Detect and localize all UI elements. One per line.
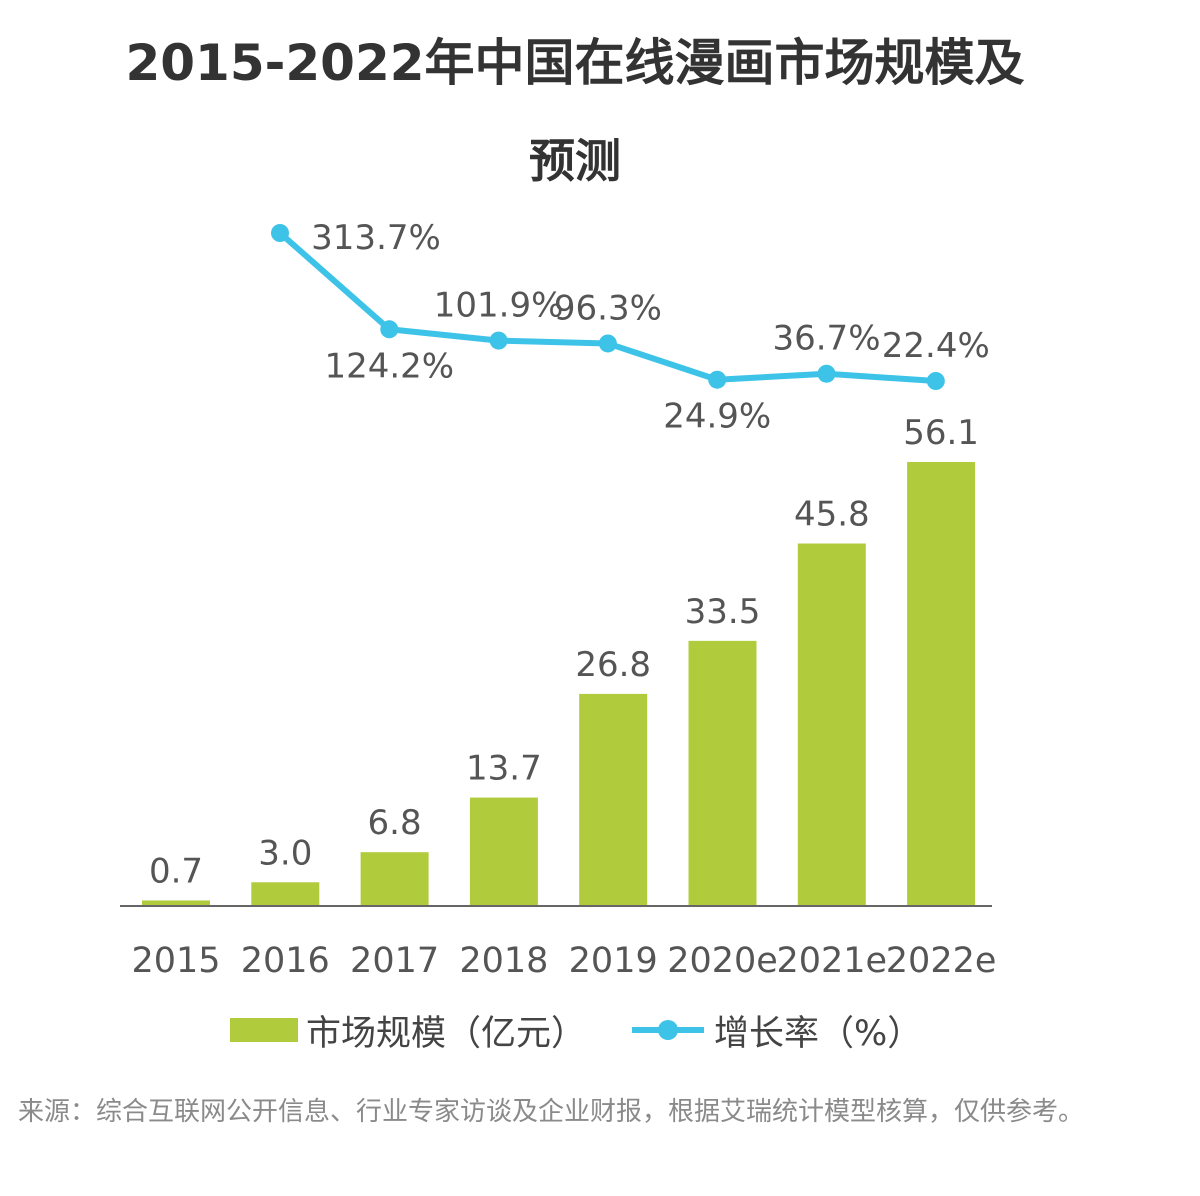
growth-point-2018 xyxy=(489,331,508,350)
bar-2015 xyxy=(142,900,210,906)
bar-value-label-2015: 0.7 xyxy=(149,851,203,891)
legend-label-growth-rate: 增长率（%） xyxy=(714,1013,923,1054)
growth-point-2017 xyxy=(380,320,399,339)
bar-value-label-2017: 6.8 xyxy=(368,803,422,843)
bar-2021e xyxy=(797,543,866,906)
growth-label-2018: 101.9% xyxy=(434,286,564,326)
growth-point-2020e xyxy=(708,370,727,389)
legend-bar-swatch xyxy=(230,1018,298,1042)
bar-value-label-2018: 13.7 xyxy=(466,749,542,789)
legend-label-market-size: 市场规模（亿元） xyxy=(306,1013,587,1054)
legend-item-market-size: 市场规模（亿元） xyxy=(230,1002,586,1058)
bar-value-label-2021e: 45.8 xyxy=(794,495,870,535)
growth-point-2016 xyxy=(271,224,289,242)
growth-label-2019: 96.3% xyxy=(554,288,662,328)
x-tick-label-2017: 2017 xyxy=(350,941,439,981)
bars-layer xyxy=(120,462,992,907)
growth-point-2022e xyxy=(926,372,945,390)
x-tick-label-2015: 2015 xyxy=(131,941,220,981)
growth-point-2019 xyxy=(598,334,617,353)
x-tick-label-2020e: 2020e xyxy=(667,941,778,981)
growth-label-2020e: 24.9% xyxy=(663,397,771,437)
bar-2020e xyxy=(688,640,757,906)
legend-item-growth-rate: 增长率（%） xyxy=(632,1002,922,1058)
bar-value-label-2020e: 33.5 xyxy=(685,592,761,632)
growth-label-2016: 313.7% xyxy=(311,218,441,258)
bar-2018 xyxy=(469,797,538,906)
bar-value-label-2016: 3.0 xyxy=(258,833,312,873)
chart-plot: 0.7 2015 3.0 2016 6.8 2017 13.7 2018 26.8 2019 33.… xyxy=(120,218,996,981)
x-tick-label-2021e: 2021e xyxy=(776,941,887,981)
x-tick-label-2016: 2016 xyxy=(241,941,330,981)
x-tick-label-2018: 2018 xyxy=(459,941,548,981)
bar-2022e xyxy=(907,462,976,906)
growth-label-2017: 124.2% xyxy=(324,346,454,386)
x-tick-label-2022e: 2022e xyxy=(886,941,997,981)
labels-layer: 0.7 2015 3.0 2016 6.8 2017 13.7 2018 26.8 2019 33.… xyxy=(131,218,996,981)
source-note: 来源：综合互联网公开信息、行业专家访谈及企业财报，根据艾瑞统计模型核算，仅供参考… xyxy=(18,1097,1085,1127)
growth-label-2022e: 22.4% xyxy=(882,326,990,366)
growth-point-2021e xyxy=(817,364,836,383)
chart-title: 2015-2022年中国在线漫画市场规模及 xyxy=(125,34,1025,92)
chart-subtitle: 预测 xyxy=(529,134,621,188)
growth-label-2021e: 36.7% xyxy=(772,319,880,359)
bar-2016 xyxy=(251,882,320,906)
growth-line-layer xyxy=(271,224,945,390)
bar-value-label-2019: 26.8 xyxy=(575,645,651,685)
legend-line-swatch xyxy=(632,1018,704,1042)
x-tick-label-2019: 2019 xyxy=(569,941,658,981)
bar-2019 xyxy=(579,693,648,906)
bar-value-label-2022e: 56.1 xyxy=(903,413,979,453)
bar-2017 xyxy=(360,852,429,906)
